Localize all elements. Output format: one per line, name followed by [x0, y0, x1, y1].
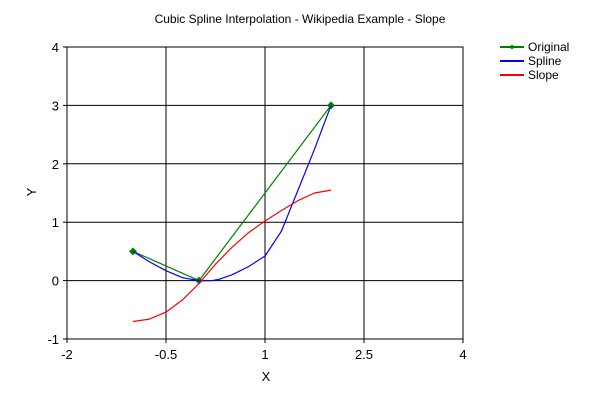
legend-label-slope: Slope — [528, 68, 559, 82]
y-tick-labels: -1 0 1 2 3 4 — [47, 40, 67, 347]
y-tick-label: 2 — [52, 157, 59, 172]
y-tick-label: 3 — [52, 98, 59, 113]
legend-label-original: Original — [528, 40, 569, 54]
x-tick-label: -0.5 — [155, 347, 177, 362]
y-tick-label: 1 — [52, 215, 59, 230]
y-tick-label: -1 — [47, 332, 59, 347]
series-line-spline — [132, 105, 332, 282]
legend-marker-original — [509, 44, 515, 50]
x-axis-title: X — [262, 369, 271, 384]
y-tick-label: 4 — [52, 40, 59, 55]
legend-label-spline: Spline — [528, 54, 562, 68]
series-line-original — [132, 105, 332, 282]
chart-title: Cubic Spline Interpolation - Wikipedia E… — [155, 12, 446, 26]
series-line-slope — [132, 189, 332, 323]
series-layer — [129, 101, 335, 323]
x-tick-label: 4 — [459, 347, 466, 362]
y-axis-title: Y — [24, 187, 39, 196]
x-tick-labels: -2 -0.5 1 2.5 4 — [61, 339, 467, 362]
y-tick-label: 0 — [52, 274, 59, 289]
x-tick-label: -2 — [61, 347, 73, 362]
x-tick-label: 1 — [261, 347, 268, 362]
x-tick-label: 2.5 — [355, 347, 373, 362]
